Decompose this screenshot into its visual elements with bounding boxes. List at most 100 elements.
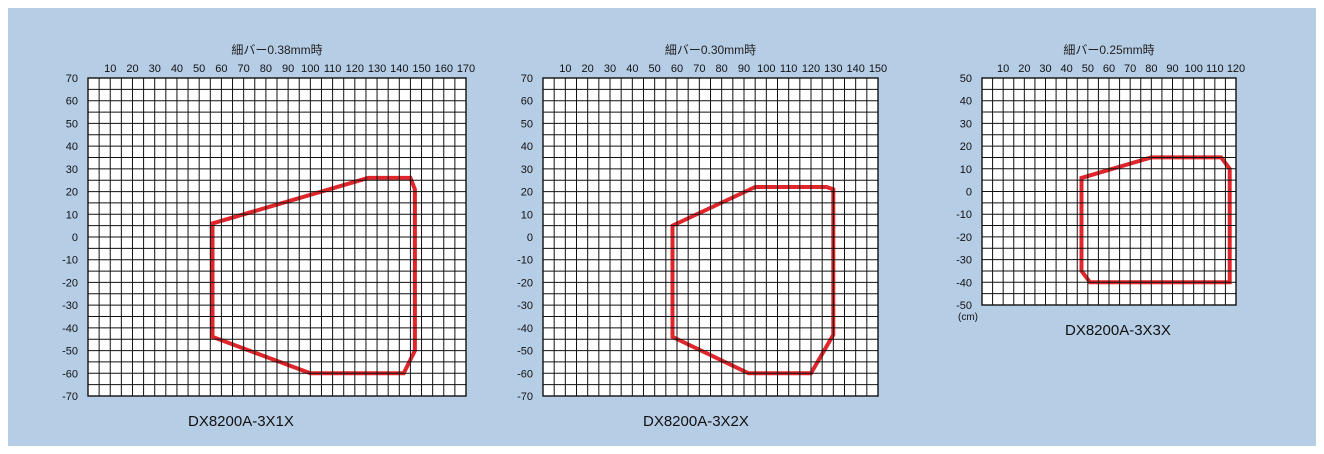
plot-frame (981, 77, 1237, 306)
x-tick-label: 110 (780, 63, 798, 75)
y-tick-label: -60 (517, 368, 533, 380)
x-tick-label: 100 (1184, 63, 1202, 75)
x-tick-label: 60 (671, 63, 683, 75)
x-tick-label: 20 (582, 63, 594, 75)
y-tick-label: 30 (521, 164, 533, 176)
x-tick-label: 90 (738, 63, 750, 75)
x-tick-label: 100 (757, 63, 775, 75)
x-tick-label: 30 (604, 63, 616, 75)
y-tick-label: 10 (521, 209, 533, 221)
y-tick-label: -30 (62, 300, 78, 312)
chart-title: 細バー0.38mm時 (231, 43, 322, 57)
x-tick-label: 60 (1103, 63, 1115, 75)
x-tick-label: 30 (149, 63, 161, 75)
y-tick-label: -40 (62, 323, 78, 335)
x-tick-label: 40 (1061, 63, 1073, 75)
y-tick-label: 60 (521, 96, 533, 108)
y-tick-label: 40 (66, 141, 78, 153)
x-tick-label: 120 (346, 63, 364, 75)
y-tick-label: 10 (66, 209, 78, 221)
y-tick-label: 30 (960, 118, 972, 130)
y-tick-label: -20 (956, 232, 972, 244)
x-tick-label: 50 (1082, 63, 1094, 75)
chart-panel: 細バー0.38mm時 10 20 30 40 50 60 70 80 90 100 110 120 130… (8, 8, 1316, 446)
chart-title: 細バー0.25mm時 (1063, 43, 1154, 57)
y-tick-label: -50 (62, 346, 78, 358)
x-tick-label: 20 (1018, 63, 1030, 75)
y-tick-label: 20 (66, 187, 78, 199)
y-tick-label: 40 (521, 141, 533, 153)
y-tick-label: -20 (517, 277, 533, 289)
unit-label: (cm) (958, 312, 978, 323)
grid (982, 78, 1236, 305)
y-tick-label: -20 (62, 277, 78, 289)
y-tick-label: 0 (527, 232, 533, 244)
y-tick-label: -30 (517, 300, 533, 312)
y-tick-label: -10 (956, 209, 972, 221)
x-tick-label: 10 (104, 63, 116, 75)
x-tick-label: 10 (997, 63, 1009, 75)
x-tick-label: 110 (1206, 63, 1224, 75)
y-tick-label: -70 (517, 391, 533, 403)
chart-title: 細バー0.30mm時 (665, 43, 756, 57)
read-range-zone (670, 185, 836, 376)
x-tick-label: 100 (301, 63, 319, 75)
y-tick-label: 70 (521, 73, 533, 85)
x-tick-label: 140 (390, 63, 408, 75)
y-tick-label: 20 (521, 187, 533, 199)
y-tick-label: 30 (66, 164, 78, 176)
x-tick-label: 80 (1145, 63, 1157, 75)
model-label: DX8200A-3X2X (643, 413, 749, 430)
x-tick-label: 80 (716, 63, 728, 75)
x-tick-label: 110 (324, 63, 342, 75)
model-label: DX8200A-3X3X (1065, 322, 1171, 339)
x-tick-label: 10 (559, 63, 571, 75)
x-tick-label: 150 (412, 63, 430, 75)
x-tick-label: 130 (368, 63, 386, 75)
y-tick-label: -70 (62, 391, 78, 403)
y-tick-label: -10 (517, 255, 533, 267)
plot-frame (542, 77, 879, 397)
y-tick-label: 0 (966, 187, 972, 199)
x-tick-label: 60 (215, 63, 227, 75)
y-tick-label: 10 (960, 164, 972, 176)
y-tick-label: -10 (62, 255, 78, 267)
model-label: DX8200A-3X1X (188, 413, 294, 430)
x-tick-label: 70 (1124, 63, 1136, 75)
x-tick-label: 50 (193, 63, 205, 75)
x-tick-label: 80 (260, 63, 272, 75)
x-tick-label: 170 (457, 63, 475, 75)
y-tick-label: -40 (517, 323, 533, 335)
x-tick-label: 70 (693, 63, 705, 75)
y-tick-label: 70 (66, 73, 78, 85)
y-tick-label: 20 (960, 141, 972, 153)
y-tick-label: 50 (521, 118, 533, 130)
grid (543, 78, 878, 396)
y-tick-label: 50 (960, 73, 972, 85)
x-tick-label: 40 (626, 63, 638, 75)
read-range-zone (1079, 155, 1232, 285)
x-tick-label: 90 (1166, 63, 1178, 75)
plot-frame (87, 77, 467, 397)
y-tick-label: -40 (956, 277, 972, 289)
x-tick-label: 90 (282, 63, 294, 75)
y-tick-label: -50 (517, 346, 533, 358)
y-tick-label: -30 (956, 255, 972, 267)
y-tick-label: -60 (62, 368, 78, 380)
x-tick-label: 130 (824, 63, 842, 75)
y-tick-label: 40 (960, 96, 972, 108)
x-tick-label: 140 (846, 63, 864, 75)
y-tick-label: 0 (72, 232, 78, 244)
x-tick-label: 120 (1227, 63, 1245, 75)
x-tick-label: 150 (869, 63, 887, 75)
x-tick-label: 120 (802, 63, 820, 75)
x-tick-label: 30 (1039, 63, 1051, 75)
grid (88, 78, 466, 396)
y-tick-label: 60 (66, 96, 78, 108)
x-tick-label: 40 (171, 63, 183, 75)
x-tick-label: 50 (649, 63, 661, 75)
